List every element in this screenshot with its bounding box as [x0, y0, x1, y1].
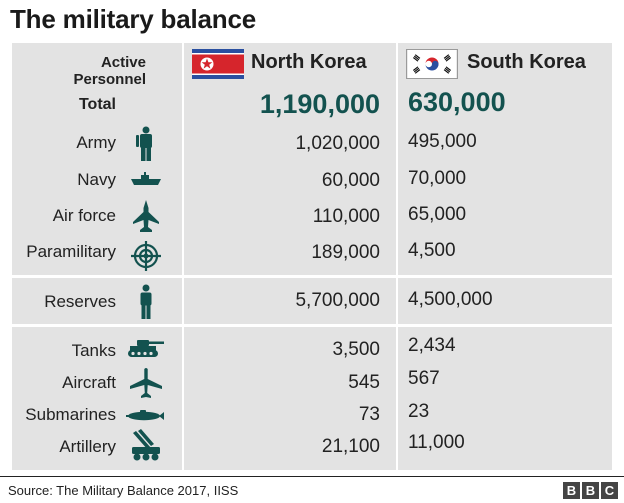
artillery-north-korea: 21,100: [321, 436, 380, 457]
ship-icon: [131, 172, 161, 185]
bbc-logo-letter-b1: B: [563, 482, 580, 499]
north-korea-heading: North Korea: [251, 51, 367, 73]
row-label-reserves: Reserves: [44, 292, 116, 311]
south-korea-panel-reserves: [398, 278, 612, 324]
artillery-south-korea: 11,000: [408, 432, 465, 453]
south-korea-heading: South Korea: [467, 51, 586, 73]
row-label-air-force: Air force: [52, 206, 116, 225]
army-south-korea: 495,000: [408, 131, 477, 152]
row-label-army: Army: [76, 133, 116, 152]
south-korea-panel-equipment: [398, 327, 612, 470]
north-korea-flag-icon: [192, 49, 244, 79]
row-label-aircraft: Aircraft: [62, 373, 116, 392]
south-korea-flag-icon: [406, 49, 458, 79]
label-panel-active: [12, 43, 182, 275]
row-label-submarines: Submarines: [25, 405, 116, 424]
submarines-north-korea: 73: [358, 404, 380, 425]
active-personnel-heading: Active Personnel: [56, 54, 146, 88]
row-label-tanks: Tanks: [71, 341, 116, 360]
footer-divider: [0, 476, 624, 477]
crosshair-icon: [131, 241, 161, 271]
bbc-logo: B B C: [563, 482, 618, 499]
person-icon: [140, 284, 152, 319]
soldier-icon: [136, 126, 152, 161]
air-force-south-korea: 65,000: [408, 204, 467, 225]
reserves-south-korea: 4,500,000: [408, 289, 493, 310]
label-panel-reserves: [12, 278, 182, 324]
bbc-logo-letter-b2: B: [582, 482, 599, 499]
active-personnel-line-1: Active Personnel: [73, 54, 146, 88]
north-korea-panel-reserves: [184, 278, 396, 324]
paramilitary-south-korea: 4,500: [408, 240, 456, 261]
south-korea-panel-active: [398, 43, 612, 275]
row-label-artillery: Artillery: [59, 437, 116, 456]
army-north-korea: 1,020,000: [295, 133, 380, 154]
tanks-north-korea: 3,500: [332, 339, 380, 360]
aircraft-north-korea: 545: [348, 372, 380, 393]
tanks-south-korea: 2,434: [408, 335, 456, 356]
plane-icon: [130, 368, 162, 398]
bbc-logo-letter-c: C: [601, 482, 618, 499]
total-label: Total: [78, 96, 116, 113]
total-south-korea: 630,000: [408, 87, 506, 117]
navy-north-korea: 60,000: [321, 170, 380, 191]
row-label-paramilitary: Paramilitary: [26, 242, 116, 261]
navy-south-korea: 70,000: [408, 168, 467, 189]
north-korea-panel-equipment: [184, 327, 396, 470]
tank-icon: [128, 340, 164, 357]
reserves-north-korea: 5,700,000: [295, 290, 380, 311]
submarines-south-korea: 23: [408, 401, 430, 422]
aircraft-south-korea: 567: [408, 368, 440, 389]
source-note: Source: The Military Balance 2017, IISS: [8, 483, 239, 498]
air-force-north-korea: 110,000: [312, 206, 380, 227]
row-label-navy: Navy: [77, 170, 116, 189]
north-korea-panel-active: [184, 43, 396, 275]
artillery-icon: [132, 429, 160, 461]
total-north-korea: 1,190,000: [259, 89, 380, 119]
chart-title: The military balance: [10, 4, 256, 34]
paramilitary-north-korea: 189,000: [311, 242, 380, 263]
submarine-icon: [126, 410, 164, 421]
fighter-jet-icon: [133, 200, 159, 232]
